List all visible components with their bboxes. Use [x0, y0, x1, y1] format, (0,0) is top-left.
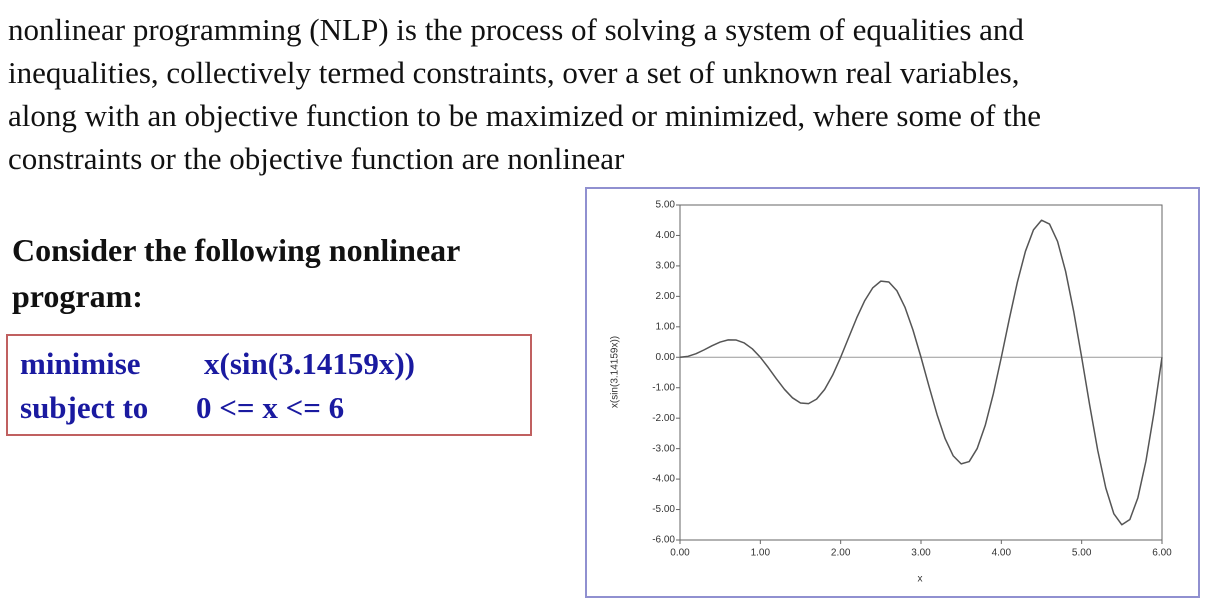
y-axis-label: x(sin(3.14159x)): [610, 336, 621, 408]
series-line: [679, 219, 1163, 526]
y-tick-label: 3.00: [656, 261, 676, 272]
paragraph-line: inequalities, collectively termed constr…: [8, 55, 1020, 90]
x-tick-label: 4.00: [992, 548, 1012, 559]
heading-line: Consider the following nonlinear: [12, 232, 461, 268]
y-tick-label: -3.00: [652, 443, 675, 454]
x-tick-label: 6.00: [1152, 548, 1172, 559]
y-tick-label: -4.00: [652, 474, 675, 485]
x-tick-label: 5.00: [1072, 548, 1092, 559]
y-tick-label: -5.00: [652, 504, 675, 515]
x-axis-label: x: [918, 574, 923, 585]
y-tick-label: 2.00: [656, 291, 676, 302]
paragraph-line: nonlinear programming (NLP) is the proce…: [8, 12, 1024, 47]
y-tick-label: 4.00: [656, 230, 676, 241]
program-keyword: subject to: [20, 390, 149, 425]
program-box: minimise x(sin(3.14159x)) subject to 0 <…: [6, 334, 532, 436]
program-keyword: minimise: [20, 346, 141, 381]
y-tick-label: 5.00: [656, 200, 676, 211]
x-tick-label: 3.00: [911, 548, 931, 559]
y-tick-label: -2.00: [652, 413, 675, 424]
x-tick-label: 2.00: [831, 548, 851, 559]
x-tick-label: 1.00: [751, 548, 771, 559]
y-tick-label: -6.00: [652, 535, 675, 546]
heading-line: program:: [12, 278, 143, 314]
paragraph-line: constraints or the objective function ar…: [8, 141, 625, 176]
paragraph-line: along with an objective function to be m…: [8, 98, 1042, 133]
chart-frame: [585, 187, 1200, 598]
chart: x x(sin(3.14159x)) 5.00 4.00 3.00 2.00 1.00 0…: [585, 187, 1200, 598]
x-tick-label: 0.00: [670, 548, 690, 559]
y-tick-label: 1.00: [656, 321, 676, 332]
y-tick-label: 0.00: [656, 352, 676, 363]
program-expression: 0 <= x <= 6: [196, 390, 345, 425]
program-expression: x(sin(3.14159x)): [204, 346, 415, 381]
y-tick-label: -1.00: [652, 382, 675, 393]
